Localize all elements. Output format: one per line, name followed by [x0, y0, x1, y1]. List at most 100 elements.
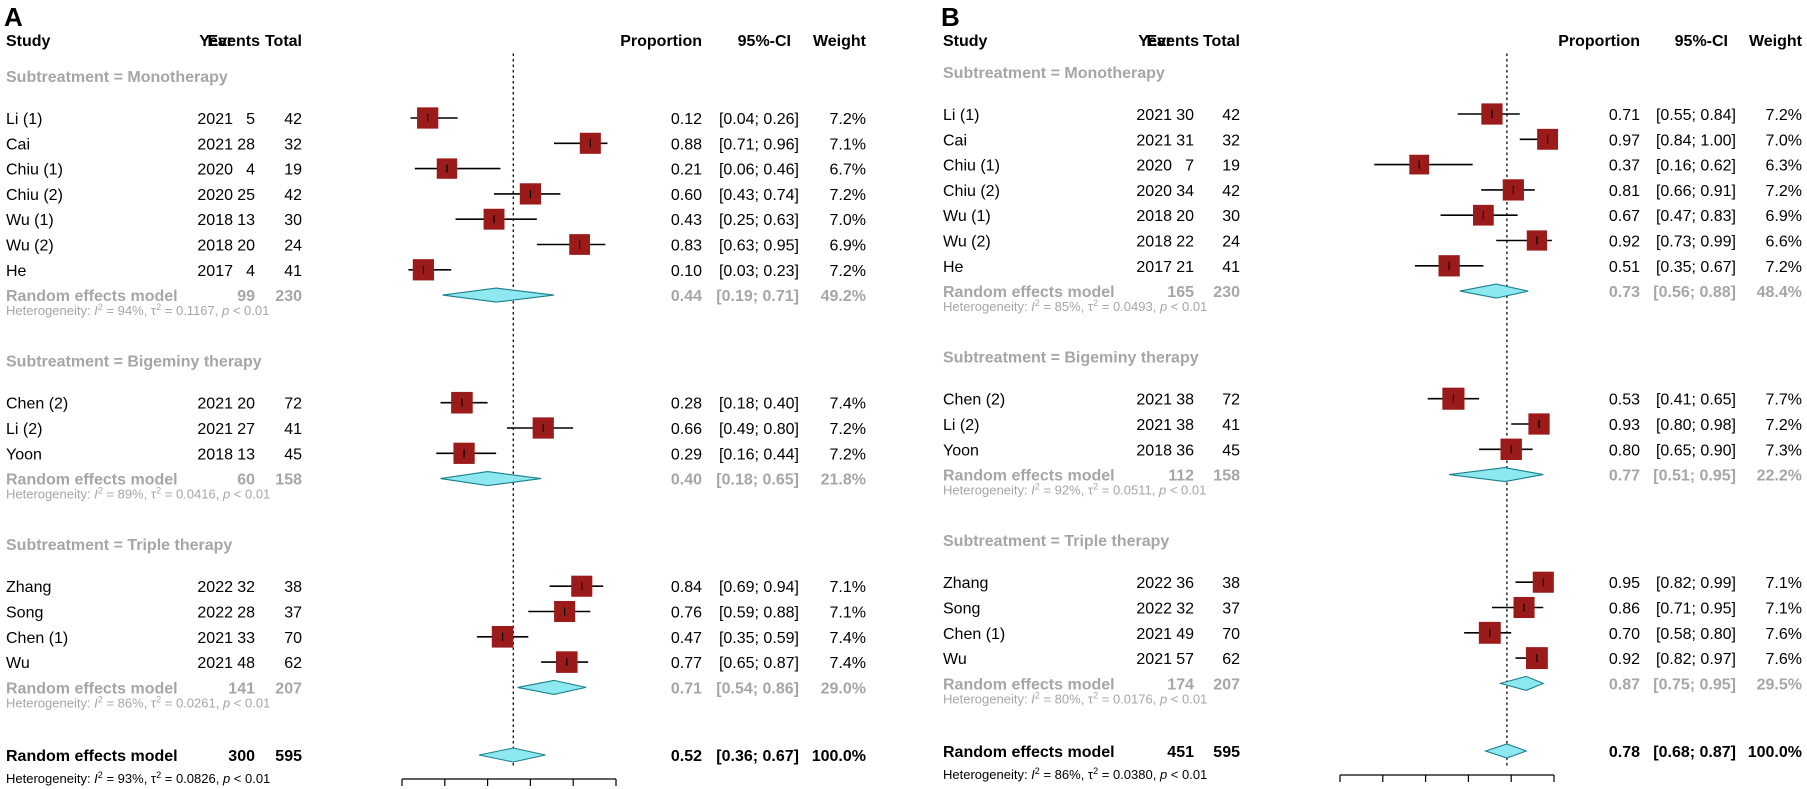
study-year: 2020	[197, 162, 233, 179]
study-year: 2021	[1136, 392, 1172, 409]
study-ci: [0.66; 0.91]	[1656, 183, 1736, 200]
study-year: 2021	[197, 630, 233, 647]
study-proportion: 0.81	[1609, 183, 1640, 200]
study-name: He	[943, 259, 964, 276]
study-events: 7	[1185, 158, 1194, 175]
study-weight: 7.4%	[830, 630, 866, 647]
study-weight: 7.2%	[830, 263, 866, 280]
study-proportion: 0.84	[671, 579, 702, 596]
overall-total: 595	[1213, 744, 1240, 761]
subgroup-model-label: Random effects model	[6, 680, 178, 697]
study-proportion: 0.53	[1609, 392, 1640, 409]
study-proportion: 0.92	[1609, 651, 1640, 668]
header-study: Study	[943, 33, 988, 50]
study-weight: 7.4%	[830, 655, 866, 672]
subgroup-label: Subtreatment = Monotherapy	[943, 65, 1165, 82]
header-ci: 95%-CI	[738, 33, 791, 50]
subgroup-model-events: 165	[1167, 284, 1194, 301]
header-year: Year	[1138, 33, 1172, 50]
study-year: 2021	[1136, 626, 1172, 643]
study-events: 36	[1176, 442, 1194, 459]
study-name: Li (1)	[943, 107, 979, 124]
study-ci: [0.82; 0.99]	[1656, 575, 1736, 592]
overall-model-label: Random effects model	[6, 748, 178, 765]
study-proportion: 0.67	[1609, 208, 1640, 225]
study-ci: [0.16; 0.62]	[1656, 158, 1736, 175]
study-name: Chiu (2)	[6, 187, 63, 204]
study-name: Wu (1)	[943, 208, 991, 225]
study-name: Chiu (2)	[943, 183, 1000, 200]
subgroup-model-label: Random effects model	[943, 284, 1115, 301]
study-proportion: 0.47	[671, 630, 702, 647]
study-weight: 7.3%	[1766, 442, 1802, 459]
study-name: Chen (1)	[943, 626, 1005, 643]
study-events: 28	[237, 136, 255, 153]
study-total: 37	[284, 605, 302, 622]
study-year: 2018	[197, 446, 233, 463]
subgroup-diamond	[1498, 675, 1545, 691]
study-total: 38	[1222, 575, 1240, 592]
subgroup-model-label: Random effects model	[943, 676, 1115, 693]
header-ci: 95%-CI	[1675, 33, 1728, 50]
study-weight: 6.7%	[830, 162, 866, 179]
subgroup-model-proportion: 0.77	[1609, 468, 1640, 485]
study-weight: 6.6%	[1766, 234, 1802, 251]
study-events: 49	[1176, 626, 1194, 643]
study-weight: 7.6%	[1766, 626, 1802, 643]
study-weight: 7.6%	[1766, 651, 1802, 668]
study-name: Chen (2)	[6, 396, 68, 413]
study-year: 2020	[1136, 183, 1172, 200]
overall-events: 300	[228, 748, 255, 765]
subgroup-model-ci: [0.54; 0.86]	[716, 680, 799, 697]
header-events: Events	[208, 33, 261, 50]
subgroup-model-ci: [0.56; 0.88]	[1653, 284, 1736, 301]
subgroup-model-total: 230	[1213, 284, 1240, 301]
study-weight: 6.9%	[1766, 208, 1802, 225]
subgroup-model-events: 99	[237, 288, 255, 305]
study-year: 2020	[197, 187, 233, 204]
study-weight: 7.2%	[1766, 183, 1802, 200]
subgroup-diamond	[442, 287, 555, 303]
study-events: 38	[1176, 417, 1194, 434]
study-name: Wu	[943, 651, 967, 668]
study-proportion: 0.21	[671, 162, 702, 179]
study-ci: [0.71; 0.96]	[719, 136, 799, 153]
subgroup-model-ci: [0.18; 0.65]	[716, 472, 799, 489]
study-ci: [0.80; 0.98]	[1656, 417, 1736, 434]
study-year: 2018	[197, 212, 233, 229]
study-year: 2022	[197, 605, 233, 622]
study-year: 2022	[1136, 575, 1172, 592]
study-total: 19	[284, 162, 302, 179]
header-study: Study	[6, 33, 51, 50]
study-total: 41	[284, 421, 302, 438]
study-weight: 7.2%	[830, 187, 866, 204]
overall-diamond	[478, 747, 546, 763]
study-events: 13	[237, 446, 255, 463]
subgroup-heterogeneity: Heterogeneity: I2 = 80%, τ2 = 0.0176, p …	[943, 690, 1207, 706]
study-total: 32	[1222, 132, 1240, 149]
header-total: Total	[265, 33, 302, 50]
study-events: 31	[1176, 132, 1194, 149]
study-year: 2022	[197, 579, 233, 596]
study-ci: [0.55; 0.84]	[1656, 107, 1736, 124]
study-total: 62	[284, 655, 302, 672]
subgroup-model-total: 230	[275, 288, 302, 305]
study-name: Zhang	[943, 575, 988, 592]
study-name: Li (2)	[6, 421, 42, 438]
subgroup-model-label: Random effects model	[943, 468, 1115, 485]
subgroup-model-events: 112	[1168, 468, 1194, 485]
subgroup-heterogeneity: Heterogeneity: I2 = 94%, τ2 = 0.1167, p …	[6, 302, 269, 318]
header-weight: Weight	[813, 33, 867, 50]
study-name: Li (2)	[943, 417, 979, 434]
study-year: 2021	[1136, 651, 1172, 668]
study-events: 5	[246, 111, 255, 128]
overall-weight: 100.0%	[812, 748, 866, 765]
header-proportion: Proportion	[1558, 33, 1640, 50]
study-events: 48	[237, 655, 255, 672]
study-ci: [0.71; 0.95]	[1656, 601, 1736, 618]
subgroup-model-label: Random effects model	[6, 472, 178, 489]
study-year: 2021	[197, 111, 233, 128]
study-year: 2021	[1136, 417, 1172, 434]
subgroup-heterogeneity: Heterogeneity: I2 = 92%, τ2 = 0.0511, p …	[943, 482, 1206, 498]
study-ci: [0.03; 0.23]	[719, 263, 799, 280]
